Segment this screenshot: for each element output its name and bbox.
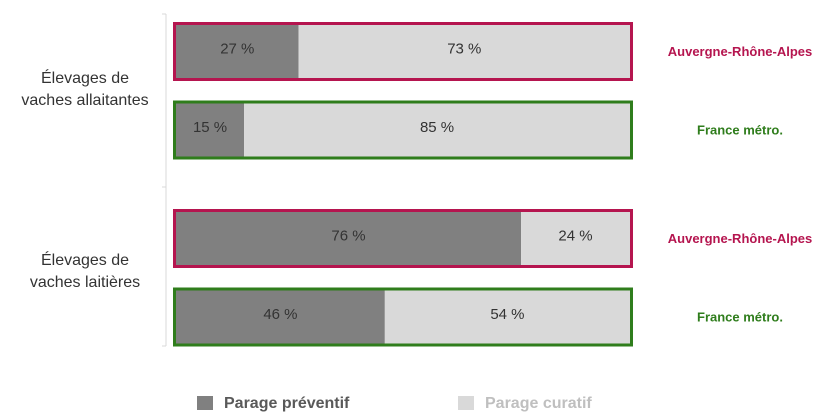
group-label: Élevages de vaches allaitantes xyxy=(21,70,149,109)
bar-segment xyxy=(521,212,630,265)
value-label: 46 % xyxy=(263,306,297,323)
bar-segment xyxy=(384,290,630,344)
value-label: 24 % xyxy=(558,227,592,244)
bar-segment xyxy=(176,103,245,157)
value-label: 73 % xyxy=(447,40,481,57)
category-label: France métro. xyxy=(697,309,783,324)
bar-border xyxy=(173,209,633,268)
legend-label: Parage curatif xyxy=(485,395,592,412)
bar-border xyxy=(173,287,633,347)
bar-segment xyxy=(176,25,299,78)
legend-swatch xyxy=(458,396,474,410)
value-label: 85 % xyxy=(420,119,454,136)
legend-label: Parage préventif xyxy=(224,395,350,412)
bar-segment xyxy=(298,25,630,78)
bar-segment xyxy=(176,212,522,265)
value-label: 15 % xyxy=(193,119,227,136)
bar-segment xyxy=(176,290,385,344)
value-label: 54 % xyxy=(490,306,524,323)
bar-segment xyxy=(244,103,630,157)
value-label: 27 % xyxy=(220,40,254,57)
category-label: France métro. xyxy=(697,122,783,137)
group-label: Élevages de vaches laitières xyxy=(29,252,141,291)
category-label: Auvergne-Rhône-Alpes xyxy=(668,231,812,246)
value-label: 76 % xyxy=(331,227,365,244)
category-label: Auvergne-Rhône-Alpes xyxy=(668,44,812,59)
bar-border xyxy=(173,22,633,81)
bar-border xyxy=(173,100,633,160)
legend-swatch xyxy=(197,396,213,410)
